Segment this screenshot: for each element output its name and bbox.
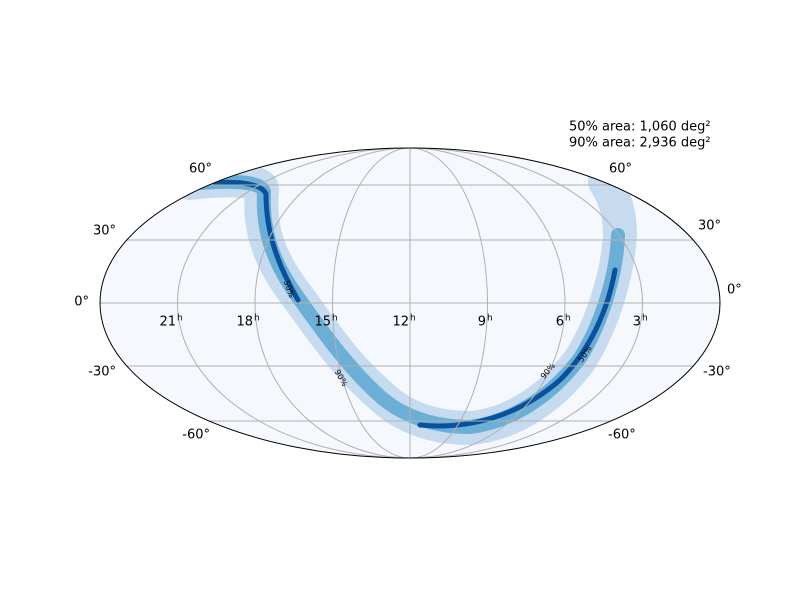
ra-label: 6 (556, 315, 564, 330)
ra-unit: h (177, 314, 183, 324)
map-frame (99, 147, 721, 459)
ra-unit: h (487, 314, 493, 324)
band-peak (212, 179, 618, 429)
area-annotation: 50% area: 1,060 deg² (569, 120, 711, 135)
ra-label: 21 (159, 315, 176, 330)
ra-label: 9 (478, 315, 486, 330)
ra-label: 18 (236, 315, 253, 330)
ra-label: 3 (633, 315, 641, 330)
lat-label: 30° (698, 219, 721, 234)
lat-label: 60° (189, 162, 212, 177)
area-annotation: 90% area: 2,936 deg² (569, 136, 711, 151)
ra-unit: h (642, 314, 648, 324)
lat-label: -60° (608, 428, 636, 443)
ra-unit: h (332, 314, 338, 324)
lat-label: -30° (88, 365, 116, 380)
ra-unit: h (410, 314, 416, 324)
ra-unit: h (254, 314, 260, 324)
ra-unit: h (565, 314, 571, 324)
ra-label: 12 (392, 315, 409, 330)
lat-label: -60° (182, 428, 210, 443)
lat-label: 0° (727, 283, 742, 298)
lat-label: 30° (93, 224, 116, 239)
lat-label: 60° (609, 162, 632, 177)
ra-label: 15 (314, 315, 331, 330)
lat-label: 0° (74, 295, 89, 310)
lat-label: -30° (703, 365, 731, 380)
